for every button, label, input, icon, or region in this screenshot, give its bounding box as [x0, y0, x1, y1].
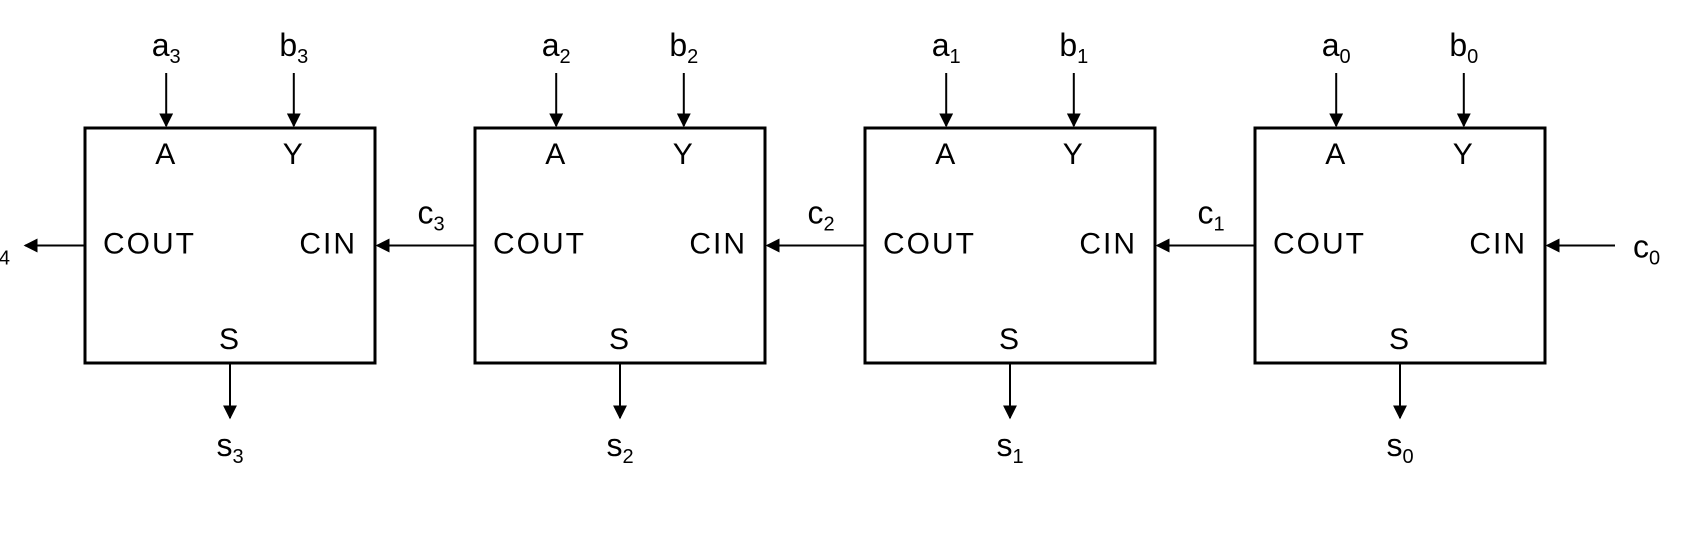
label-c2: c2 [807, 195, 834, 236]
port-a: A [1325, 138, 1347, 171]
port-cin: CIN [299, 227, 357, 260]
adder-block-3: A Y COUT CIN S [85, 73, 375, 418]
port-cout: COUT [883, 227, 976, 260]
port-y: Y [283, 138, 305, 171]
label-a1: a1 [932, 27, 961, 68]
port-cin: CIN [689, 227, 747, 260]
adder-block-2: A Y COUT CIN S [475, 73, 765, 418]
port-y: Y [673, 138, 695, 171]
label-c4: c4 [0, 229, 10, 270]
adder-block-0: A Y COUT CIN S [1255, 73, 1545, 418]
port-a: A [545, 138, 567, 171]
port-y: Y [1453, 138, 1475, 171]
port-a: A [155, 138, 177, 171]
port-y: Y [1063, 138, 1085, 171]
label-b2: b2 [669, 27, 698, 68]
label-a2: a2 [542, 27, 571, 68]
label-b3: b3 [279, 27, 308, 68]
port-s: S [219, 323, 241, 356]
label-b0: b0 [1449, 27, 1478, 68]
label-c0: c0 [1633, 229, 1660, 270]
port-cin: CIN [1079, 227, 1137, 260]
label-s3: s3 [216, 427, 243, 468]
port-s: S [999, 323, 1021, 356]
label-a3: a3 [152, 27, 181, 68]
label-s2: s2 [606, 427, 633, 468]
port-s: S [1389, 323, 1411, 356]
label-a0: a0 [1322, 27, 1351, 68]
port-cout: COUT [1273, 227, 1366, 260]
label-s1: s1 [996, 427, 1023, 468]
label-c1: c1 [1197, 195, 1224, 236]
port-a: A [935, 138, 957, 171]
ripple-carry-adder-diagram: A Y COUT CIN Sa3 b3 s3 A Y COUT CIN Sa2 b2 s2 A Y COUT CI… [0, 0, 1681, 551]
port-cout: COUT [103, 227, 196, 260]
port-cout: COUT [493, 227, 586, 260]
label-s0: s0 [1386, 427, 1413, 468]
port-s: S [609, 323, 631, 356]
port-cin: CIN [1469, 227, 1527, 260]
adder-block-1: A Y COUT CIN S [865, 73, 1155, 418]
label-c3: c3 [417, 195, 444, 236]
label-b1: b1 [1059, 27, 1088, 68]
